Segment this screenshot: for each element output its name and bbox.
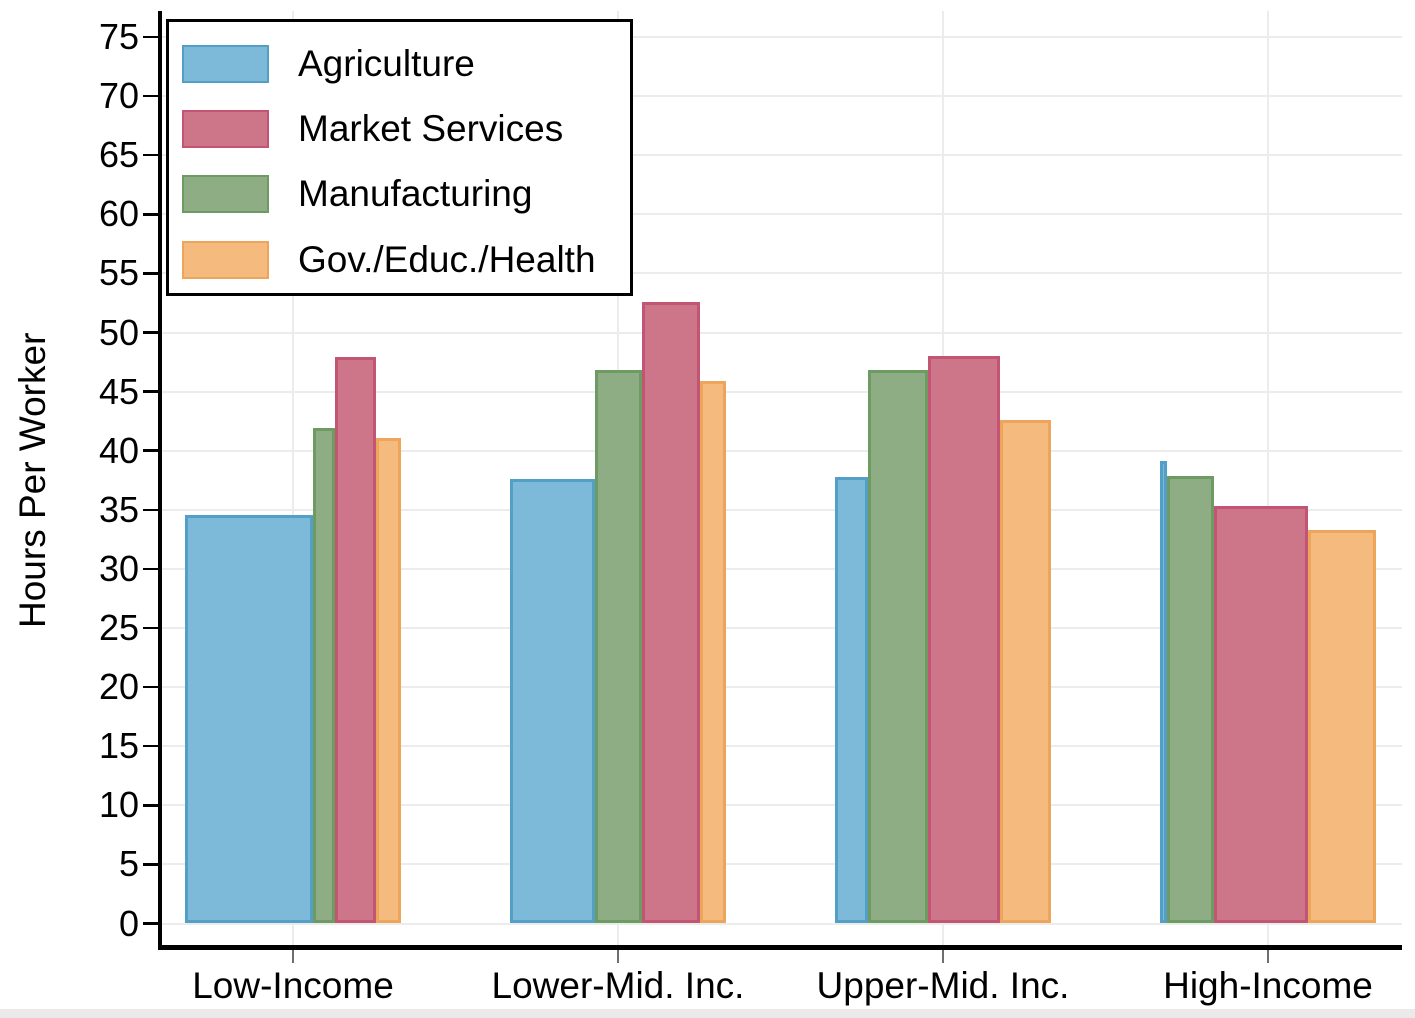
bar-gov-educ-health-upper-mid-inc: [999, 419, 1052, 924]
bar-agriculture-lower-mid-inc: [509, 479, 595, 924]
x-axis-line: [158, 944, 1402, 950]
gridline-horizontal: [162, 508, 1402, 511]
y-tick-label: 5: [118, 843, 139, 885]
bottom-edge-strip: [0, 1009, 1415, 1018]
gridline-horizontal: [162, 154, 1402, 157]
y-tick-label: 45: [98, 370, 139, 412]
gridline-horizontal: [162, 745, 1402, 748]
gridline-horizontal: [162, 922, 1402, 925]
bar-agriculture-high-income: [1159, 461, 1168, 924]
legend-label: Gov./Educ./Health: [298, 238, 596, 280]
legend-item: Agriculture: [169, 43, 630, 84]
y-tick-label: 65: [98, 134, 139, 176]
y-tick: [143, 449, 160, 452]
gridline-horizontal: [162, 863, 1402, 866]
gridline-horizontal: [162, 213, 1402, 216]
y-axis-line: [158, 11, 162, 950]
y-tick: [143, 626, 160, 630]
y-tick-label: 50: [98, 311, 139, 353]
bar-manufacturing-upper-mid-inc: [867, 370, 928, 924]
x-tick-label: Low-Income: [192, 965, 394, 1006]
gridline-horizontal: [162, 95, 1402, 98]
y-tick-label: 30: [98, 547, 139, 589]
y-tick-label: 40: [98, 429, 139, 471]
y-tick: [143, 804, 160, 807]
gridline-vertical: [292, 11, 294, 945]
x-tick: [941, 949, 945, 963]
y-tick: [143, 685, 160, 689]
legend: Agriculture Market Services Manufacturing G…: [166, 19, 633, 296]
legend-label: Market Services: [298, 108, 564, 149]
gridline-horizontal: [162, 390, 1402, 393]
bar-agriculture-low-income: [184, 514, 313, 924]
legend-swatch-market-services: [182, 110, 269, 148]
y-tick-label: 75: [98, 16, 139, 57]
y-tick-label: 60: [98, 193, 139, 235]
x-tick-label: High-Income: [1163, 965, 1373, 1006]
y-tick: [143, 567, 160, 571]
y-tick-label: 10: [98, 784, 139, 826]
bar-agriculture-upper-mid-inc: [834, 476, 868, 924]
gridline-horizontal: [162, 567, 1402, 570]
y-tick: [143, 922, 160, 925]
y-tick-label: 55: [98, 252, 139, 294]
legend-swatch-gov-educ-health: [182, 240, 269, 279]
gridline-vertical: [1267, 11, 1269, 945]
bar-market-services-high-income: [1213, 506, 1308, 924]
y-tick-label: 70: [98, 75, 139, 117]
y-tick-label: 20: [98, 666, 139, 708]
legend-item: Gov./Educ./Health: [169, 239, 630, 280]
gridline-horizontal: [162, 331, 1402, 334]
y-tick: [143, 153, 160, 157]
y-tick-label: 25: [98, 607, 139, 648]
y-tick: [143, 508, 160, 512]
legend-item: Manufacturing: [169, 173, 630, 214]
legend-label: Manufacturing: [298, 173, 533, 215]
bar-gov-educ-health-low-income: [376, 437, 402, 924]
x-tick: [1266, 949, 1270, 963]
y-tick: [143, 213, 160, 216]
legend-label: Agriculture: [298, 42, 475, 84]
legend-swatch-agriculture: [182, 44, 269, 83]
y-tick-label: 15: [98, 725, 139, 767]
y-tick: [143, 390, 160, 393]
gridline-horizontal: [162, 686, 1402, 689]
y-tick: [143, 94, 160, 98]
gridline-horizontal: [162, 36, 1402, 38]
legend-item: Market Services: [169, 108, 630, 149]
bar-gov-educ-health-lower-mid-inc: [699, 380, 727, 924]
y-tick: [143, 35, 160, 39]
y-tick: [143, 331, 160, 334]
bar-market-services-upper-mid-inc: [927, 356, 1000, 924]
gridline-horizontal: [162, 272, 1402, 275]
x-tick-label: Upper-Mid. Inc.: [816, 965, 1070, 1006]
legend-swatch-manufacturing: [182, 175, 269, 214]
gridline-horizontal: [162, 449, 1402, 452]
bar-market-services-lower-mid-inc: [642, 301, 700, 924]
y-tick-label: 35: [98, 488, 139, 530]
bar-manufacturing-low-income: [312, 428, 336, 924]
bar-gov-educ-health-high-income: [1307, 529, 1377, 924]
y-tick: [143, 863, 160, 866]
y-tick-label: 0: [118, 902, 139, 944]
y-tick: [143, 744, 160, 748]
y-tick: [143, 272, 160, 275]
gridline-horizontal: [162, 627, 1402, 629]
bar-manufacturing-lower-mid-inc: [594, 370, 643, 924]
gridline-horizontal: [162, 804, 1402, 807]
bar-market-services-low-income: [335, 357, 377, 924]
x-tick: [616, 949, 620, 963]
bar-manufacturing-high-income: [1167, 475, 1214, 924]
x-tick: [291, 949, 295, 963]
x-tick-label: Lower-Mid. Inc.: [491, 965, 745, 1006]
